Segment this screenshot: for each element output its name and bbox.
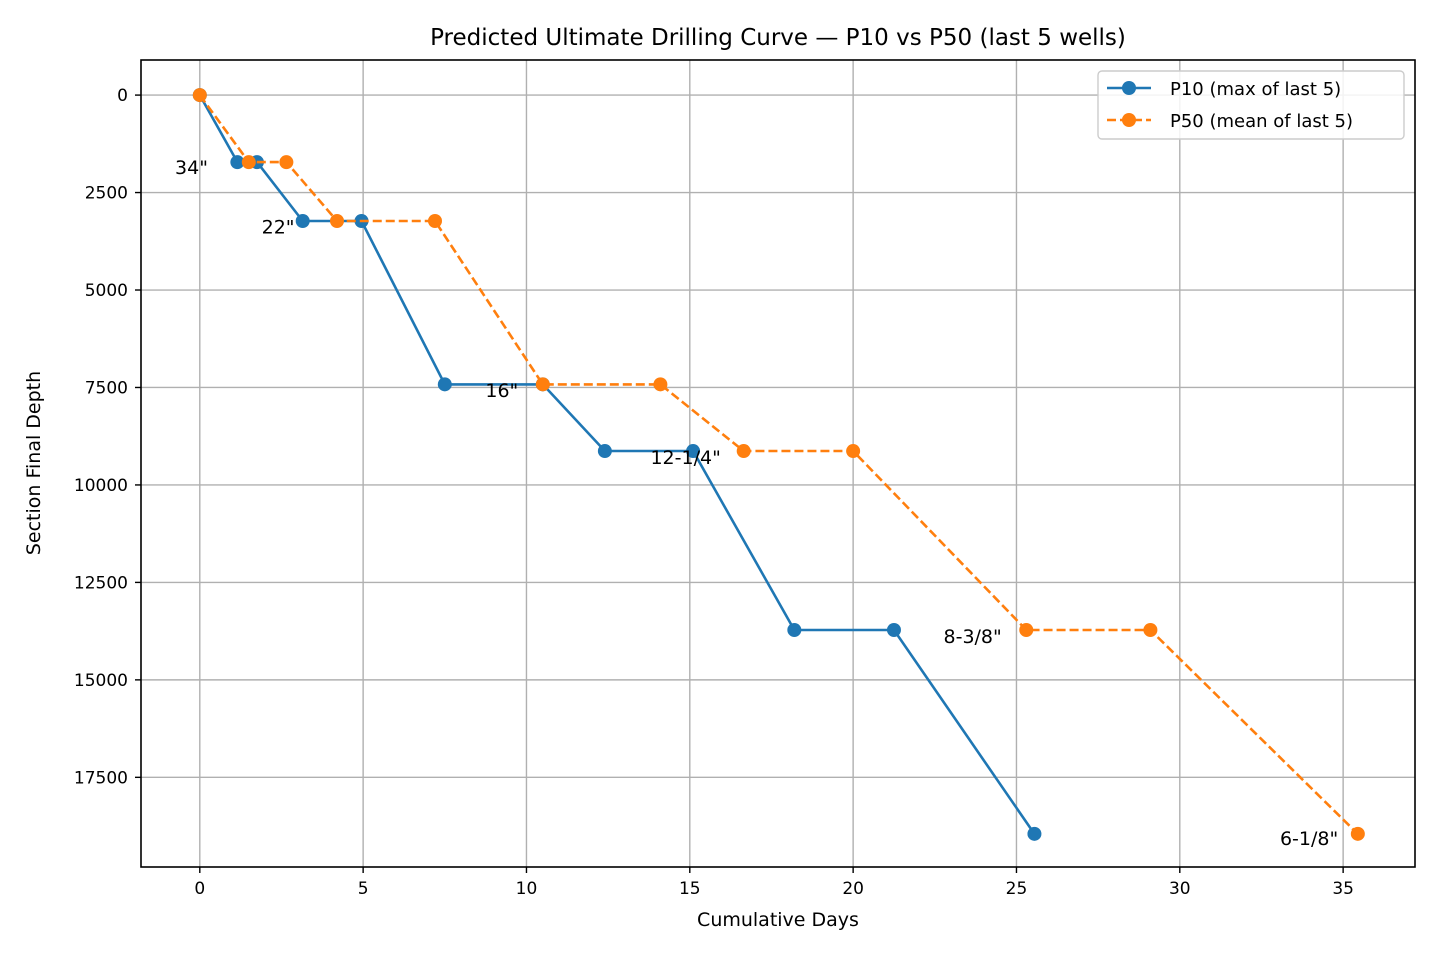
plot-frame: [140, 59, 1416, 868]
data-point: [886, 622, 901, 637]
data-point: [1019, 622, 1034, 637]
series-line: [198, 94, 1359, 835]
y-axis-label: Section Final Depth: [23, 371, 45, 555]
data-point: [295, 214, 310, 229]
x-tick-label: 10: [516, 879, 538, 899]
data-point: [1143, 622, 1158, 637]
data-point: [192, 88, 207, 103]
data-point: [241, 155, 256, 170]
legend-label: P50 (mean of last 5): [1170, 111, 1353, 132]
y-tick-label: 17500: [74, 768, 128, 788]
y-tick-label: 5000: [85, 281, 128, 301]
data-point: [437, 377, 452, 392]
data-point: [1350, 826, 1365, 841]
data-point: [736, 444, 751, 459]
series-line: [198, 94, 1036, 835]
y-tick-label: 12500: [74, 573, 128, 593]
y-tick-label: 0: [117, 86, 128, 106]
x-axis-label: Cumulative Days: [697, 909, 859, 931]
series-p50: [192, 88, 1365, 841]
data-point: [279, 155, 294, 170]
x-tick-label: 20: [842, 879, 864, 899]
data-point: [653, 377, 668, 392]
x-tick-label: 0: [194, 879, 205, 899]
chart-title: Predicted Ultimate Drilling Curve — P10 …: [430, 25, 1126, 51]
grid-lines: [141, 60, 1415, 867]
section-label: 8-3/8": [944, 626, 1002, 648]
section-label: 22": [262, 216, 295, 238]
x-tick-label: 15: [679, 879, 701, 899]
data-point: [686, 444, 701, 459]
data-point: [846, 444, 861, 459]
y-tick-label: 15000: [74, 671, 128, 691]
legend: P10 (max of last 5) P50 (mean of last 5): [1097, 70, 1405, 140]
x-tick-label: 25: [1006, 879, 1028, 899]
legend-marker: [1122, 81, 1136, 95]
legend-label: P10 (max of last 5): [1170, 79, 1341, 100]
axis-ticks: 0 5 10 15 20 25 30 35 0 2500 5000 7500 10000 12500 150…: [74, 86, 1354, 899]
x-tick-label: 30: [1169, 879, 1191, 899]
section-label: 34": [175, 157, 208, 179]
x-tick-label: 35: [1332, 879, 1354, 899]
data-point: [428, 214, 442, 229]
data-point: [1027, 826, 1042, 841]
section-label: 16": [485, 380, 518, 402]
section-annotations: 34" 22" 16" 12-1/4" 8-3/8" 6-1/8": [175, 157, 1338, 850]
x-tick-label: 5: [358, 879, 369, 899]
legend-marker: [1122, 113, 1136, 127]
legend-box: [1097, 70, 1405, 140]
y-tick-label: 2500: [85, 184, 128, 204]
data-point: [230, 155, 245, 170]
section-label: 12-1/4": [650, 447, 720, 469]
data-point: [787, 622, 802, 637]
data-point: [597, 444, 612, 459]
section-label: 6-1/8": [1280, 828, 1338, 850]
y-tick-label: 7500: [85, 378, 128, 398]
series-layer: [192, 88, 1365, 841]
data-point: [535, 377, 550, 392]
data-point: [330, 214, 344, 229]
y-tick-label: 10000: [74, 476, 128, 496]
